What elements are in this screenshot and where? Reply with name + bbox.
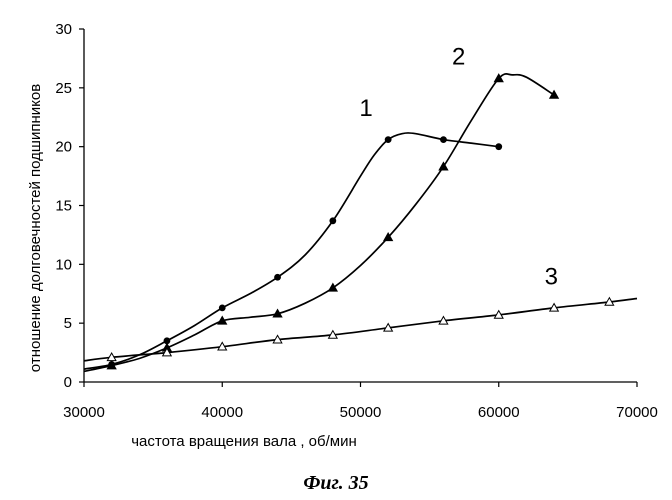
series-label-1: 1	[359, 95, 372, 122]
data-point	[219, 304, 226, 311]
x-tick-label: 70000	[616, 404, 658, 421]
y-tick-label: 5	[64, 315, 72, 332]
axes	[84, 29, 637, 382]
data-point	[440, 136, 447, 143]
data-point	[329, 217, 336, 224]
data-point	[385, 136, 392, 143]
series-2	[84, 74, 558, 372]
y-axis-label: отношение долговечностей подшипников	[27, 84, 44, 372]
series-2-line	[84, 74, 554, 372]
y-tick-label: 30	[55, 21, 72, 38]
series-label-2: 2	[452, 43, 465, 70]
y-ticks: 0 5 10 15 20 25 30	[55, 21, 84, 391]
x-tick-label: 30000	[63, 404, 105, 421]
y-tick-label: 10	[55, 256, 72, 273]
x-ticks: 30000 40000 50000 60000 70000	[63, 382, 658, 421]
x-tick-label: 40000	[201, 404, 243, 421]
series-labels: 1 2 3	[359, 43, 558, 290]
data-point	[495, 143, 502, 150]
figure-caption: Фиг. 35	[303, 472, 368, 494]
series-1-line	[84, 133, 499, 369]
data-point	[274, 274, 281, 281]
series-1	[84, 133, 502, 369]
y-tick-label: 15	[55, 198, 72, 215]
y-tick-label: 20	[55, 139, 72, 156]
data-point	[329, 284, 338, 292]
series-3	[84, 298, 637, 361]
data-point	[550, 91, 559, 99]
x-tick-label: 60000	[478, 404, 520, 421]
y-tick-label: 0	[64, 374, 72, 391]
y-tick-label: 25	[55, 80, 72, 97]
series-label-3: 3	[545, 263, 558, 290]
x-axis-label: частота вращения вала , об/мин	[131, 433, 357, 450]
x-tick-label: 50000	[340, 404, 382, 421]
